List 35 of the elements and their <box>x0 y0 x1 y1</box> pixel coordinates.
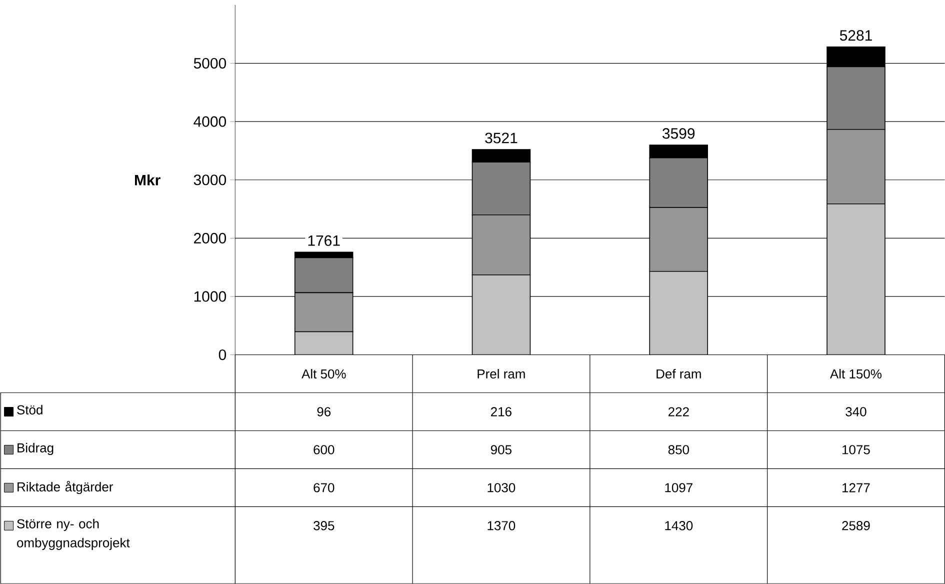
data-label: 1370 <box>488 521 516 530</box>
legend-label: Bidrag <box>18 442 54 456</box>
x-tick-label: Def ram <box>656 369 701 379</box>
y-tick-label: 1000 <box>194 291 226 302</box>
data-label: 216 <box>491 407 512 416</box>
data-label: 905 <box>490 445 512 454</box>
y-axis-title: Mkr <box>135 174 160 186</box>
total-label: 3521 <box>485 132 518 144</box>
data-label: 1430 <box>665 521 693 530</box>
data-label: 1030 <box>488 483 516 492</box>
legend-label: Riktade åtgärder <box>18 480 114 494</box>
y-tick-label: 4000 <box>194 116 226 127</box>
data-label: 1075 <box>842 445 870 454</box>
y-tick-label: 5000 <box>194 58 226 69</box>
total-label: 5281 <box>840 30 872 41</box>
y-tick-label: 3000 <box>194 174 226 186</box>
x-tick-label: Alt 50% <box>302 369 346 379</box>
data-label: 1277 <box>842 483 870 492</box>
y-tick-label: 2000 <box>194 232 226 244</box>
x-tick-label: Prel ram <box>478 369 525 379</box>
data-label: 395 <box>314 521 334 530</box>
data-label: 340 <box>846 407 866 416</box>
data-label: 222 <box>668 407 689 416</box>
y-tick-label: 0 <box>218 349 226 360</box>
legend-label: Stöd <box>17 404 42 415</box>
data-label: 96 <box>317 407 331 416</box>
total-label: 1761 <box>308 235 340 246</box>
data-label: 1097 <box>665 483 692 492</box>
data-label: 670 <box>314 483 334 492</box>
data-label: 600 <box>314 445 334 454</box>
x-tick-label: Alt 150% <box>830 369 882 379</box>
total-label: 3599 <box>662 128 695 139</box>
data-label: 850 <box>668 445 690 454</box>
data-label: 2589 <box>842 521 870 530</box>
legend-label: Större ny- och ombyggnadsprojekt <box>17 518 130 550</box>
